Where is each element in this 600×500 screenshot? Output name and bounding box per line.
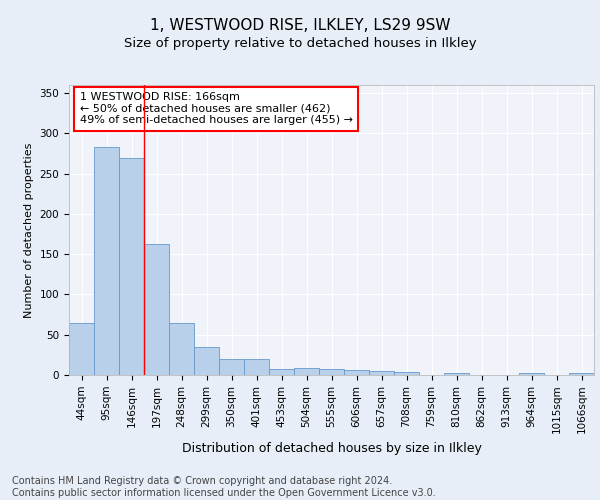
Text: 1, WESTWOOD RISE, ILKLEY, LS29 9SW: 1, WESTWOOD RISE, ILKLEY, LS29 9SW	[150, 18, 450, 32]
Bar	[319, 368, 344, 375]
X-axis label: Distribution of detached houses by size in Ilkley: Distribution of detached houses by size …	[182, 442, 481, 454]
Bar	[94, 147, 119, 375]
Bar	[269, 368, 294, 375]
Y-axis label: Number of detached properties: Number of detached properties	[24, 142, 34, 318]
Bar	[69, 322, 94, 375]
Text: Contains HM Land Registry data © Crown copyright and database right 2024.
Contai: Contains HM Land Registry data © Crown c…	[12, 476, 436, 498]
Bar	[244, 359, 269, 375]
Bar	[169, 322, 194, 375]
Bar	[394, 372, 419, 375]
Bar	[444, 372, 469, 375]
Bar	[119, 158, 144, 375]
Bar	[569, 374, 594, 375]
Bar	[369, 371, 394, 375]
Bar	[344, 370, 369, 375]
Bar	[194, 347, 219, 375]
Bar	[294, 368, 319, 375]
Bar	[519, 374, 544, 375]
Text: Size of property relative to detached houses in Ilkley: Size of property relative to detached ho…	[124, 38, 476, 51]
Bar	[144, 244, 169, 375]
Text: 1 WESTWOOD RISE: 166sqm
← 50% of detached houses are smaller (462)
49% of semi-d: 1 WESTWOOD RISE: 166sqm ← 50% of detache…	[79, 92, 353, 126]
Bar	[219, 359, 244, 375]
